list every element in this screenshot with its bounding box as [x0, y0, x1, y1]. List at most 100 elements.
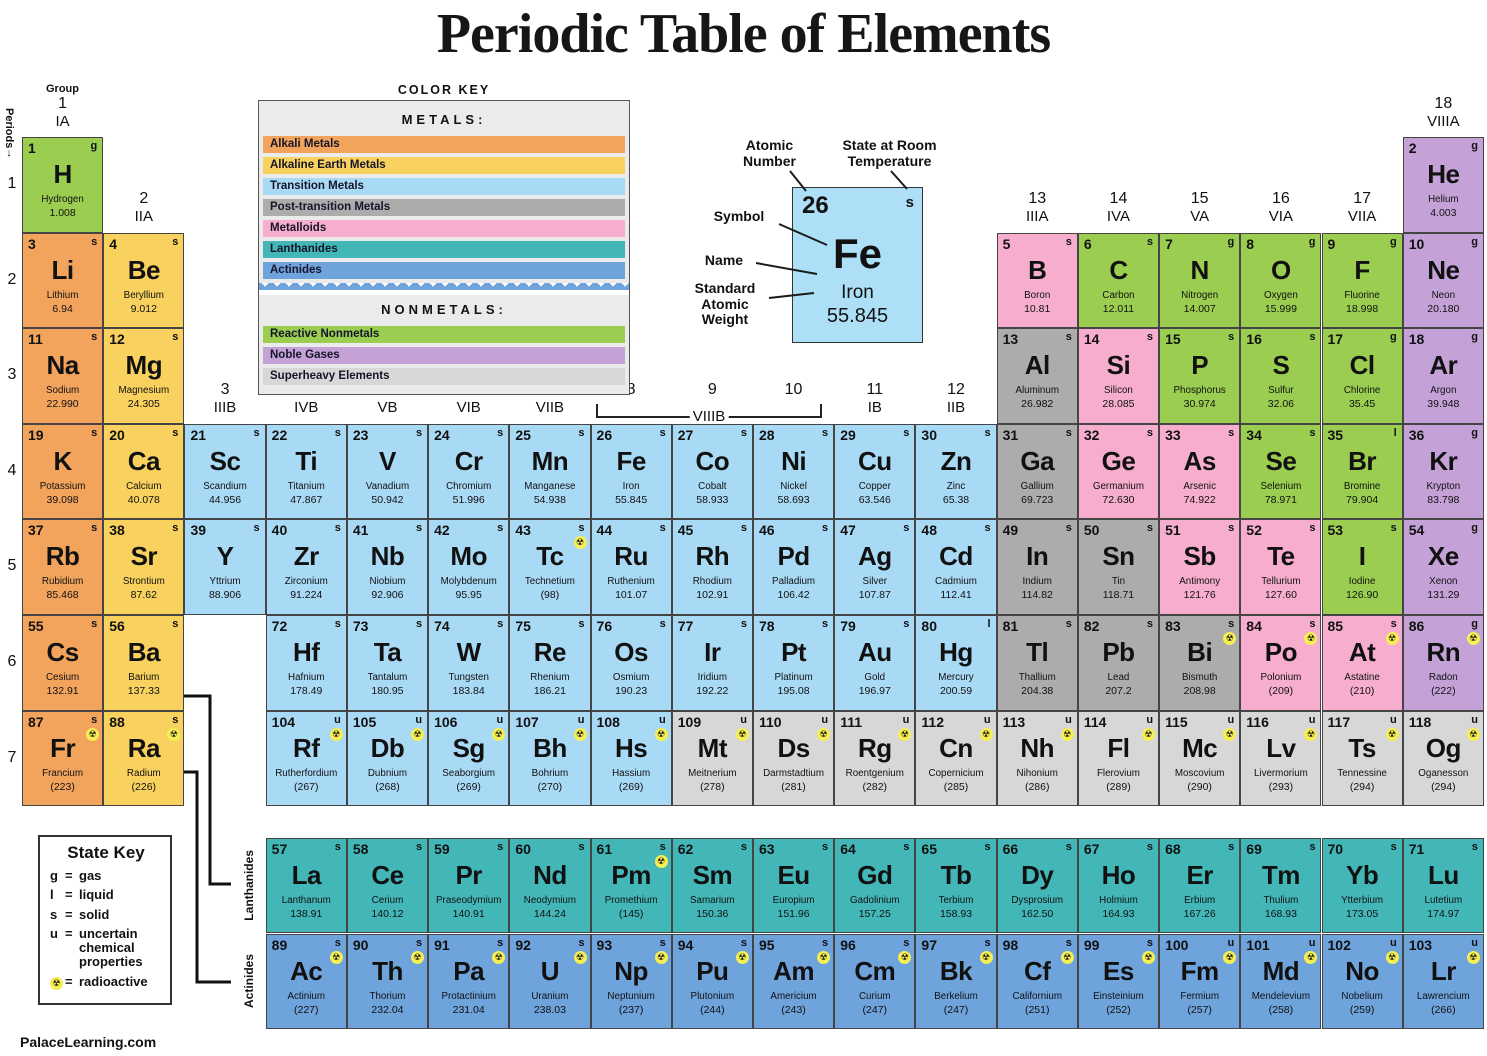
element-name: Selenium: [1260, 480, 1302, 492]
atomic-weight: 95.95: [455, 589, 482, 602]
element-name: Mendelevium: [1251, 991, 1311, 1002]
element-Xe: 54 g Xe Xenon 131.29: [1402, 519, 1484, 615]
element-name: Sodium: [45, 385, 80, 397]
element-symbol: Nh: [1020, 732, 1055, 763]
state-letter: s: [172, 331, 179, 344]
element-Mo: 42 s Mo Molybdenum 95.95: [428, 519, 510, 615]
atomic-number: 65: [921, 841, 937, 857]
element-symbol: Ta: [373, 637, 402, 667]
element-name: Xenon: [1429, 576, 1458, 588]
element-symbol: Pm: [611, 860, 651, 890]
element-symbol: Ga: [1020, 445, 1055, 476]
group-label-9: 9: [672, 381, 753, 399]
element-name: Helium: [1428, 194, 1459, 205]
element-name: Thulium: [1263, 895, 1299, 906]
atomic-number: 81: [1002, 618, 1019, 634]
element-symbol: He: [1427, 159, 1460, 189]
atomic-number: 6: [1083, 235, 1092, 252]
element-symbol: Hs: [615, 732, 648, 763]
key-band-reactive: Reactive Nonmetals: [263, 326, 625, 343]
element-symbol: In: [1026, 541, 1049, 572]
atomic-weight: 74.922: [1183, 493, 1216, 506]
element-Sn: 50 s Sn Tin 118.71: [1077, 519, 1160, 615]
element-symbol: Pd: [777, 541, 810, 572]
state-letter: s: [91, 331, 98, 344]
state-key-value: radioactive: [79, 973, 148, 989]
group-label-13: 13 IIIA: [997, 190, 1078, 226]
atomic-weight: 183.84: [452, 685, 485, 697]
state-letter: s: [415, 841, 423, 853]
atomic-number: 85: [1327, 618, 1344, 634]
radioactive-icon: ☢: [817, 951, 831, 964]
atomic-number: 77: [677, 618, 694, 634]
atomic-number: 60: [515, 841, 531, 857]
atomic-number: 107: [515, 713, 539, 730]
element-name: Manganese: [524, 480, 576, 492]
color-key-box: METALS: Alkali Metals Alkaline Earth Meta…: [258, 100, 630, 395]
atomic-weight: 231.04: [452, 1004, 485, 1016]
radioactive-icon: ☢: [1223, 951, 1237, 964]
radioactive-icon: ☢: [1385, 632, 1399, 645]
state-letter: s: [1065, 937, 1072, 949]
element-Y: 39 s Y Yttrium 88.906: [184, 519, 266, 615]
state-letter: s: [659, 841, 666, 853]
atomic-weight: 121.76: [1183, 589, 1216, 602]
atomic-number: 111: [840, 713, 863, 730]
state-letter: s: [903, 937, 910, 949]
atomic-number: 105: [352, 713, 377, 730]
state-letter: u: [1389, 937, 1397, 949]
atomic-weight: (267): [293, 780, 319, 793]
element-name: Radon: [1428, 672, 1458, 683]
state-letter: s: [1065, 235, 1072, 248]
element-name: Fermium: [1180, 991, 1219, 1002]
atomic-number: 75: [515, 618, 531, 634]
element-name: Holmium: [1099, 895, 1138, 906]
element-name: Copper: [858, 480, 891, 492]
state-key-row: l = liquid: [50, 887, 162, 902]
state-letter: u: [1308, 713, 1316, 726]
element-symbol: Rh: [695, 541, 730, 572]
element-symbol: Am: [773, 956, 815, 986]
radioactive-icon: ☢: [86, 727, 100, 741]
element-name: Dysprosium: [1011, 895, 1064, 906]
element-Te: 52 s Te Tellurium 127.60: [1240, 519, 1322, 615]
atomic-weight: (209): [1268, 685, 1294, 697]
element-Bk: 97 s ☢ Bk Berkelium (247): [915, 934, 997, 1029]
atomic-number: 31: [1002, 426, 1019, 443]
element-symbol: Cn: [939, 732, 973, 763]
element-symbol: Se: [1265, 445, 1297, 476]
radioactive-icon: ☢: [1223, 727, 1237, 741]
atomic-number: 39: [190, 522, 207, 539]
element-symbol: Cm: [854, 956, 896, 986]
element-He: 2 g He Helium 4.003: [1402, 137, 1484, 233]
element-symbol: Ti: [295, 445, 318, 476]
element-Np: 93 s ☢ Np Neptunium (237): [590, 934, 672, 1029]
state-letter: s: [334, 618, 341, 630]
group-number: 14: [1109, 190, 1128, 207]
lanthanides-series-label: Lanthanides: [242, 850, 256, 921]
element-symbol: Ra: [127, 732, 161, 763]
atomic-weight: 238.03: [533, 1004, 566, 1016]
key-band-transition: Transition Metals: [263, 178, 625, 195]
element-name: Silicon: [1104, 385, 1133, 397]
atomic-number: 76: [596, 618, 613, 634]
atomic-number: 51: [1165, 522, 1181, 539]
element-name: Platinum: [774, 672, 813, 683]
element-Fr: 87 s ☢ Fr Francium (223): [22, 710, 104, 807]
radioactive-icon: ☢: [1466, 727, 1480, 741]
element-name: Erbium: [1184, 895, 1216, 906]
element-Ga: 31 s Ga Gallium 69.723: [996, 423, 1078, 520]
state-letter: s: [253, 522, 260, 535]
element-name: Beryllium: [123, 289, 164, 301]
element-symbol: H: [53, 159, 72, 189]
group-roman: IA: [55, 113, 70, 130]
atomic-number: 116: [1246, 713, 1269, 730]
element-symbol: Nd: [533, 860, 567, 890]
group-label-8: 8: [591, 381, 672, 399]
state-letter: s: [659, 937, 666, 949]
equals-sign: =: [65, 973, 73, 989]
element-name: Livermorium: [1253, 767, 1308, 779]
element-name: Gadolinium: [850, 895, 900, 906]
atomic-number: 95: [758, 937, 775, 953]
state-letter: g: [1471, 331, 1478, 344]
